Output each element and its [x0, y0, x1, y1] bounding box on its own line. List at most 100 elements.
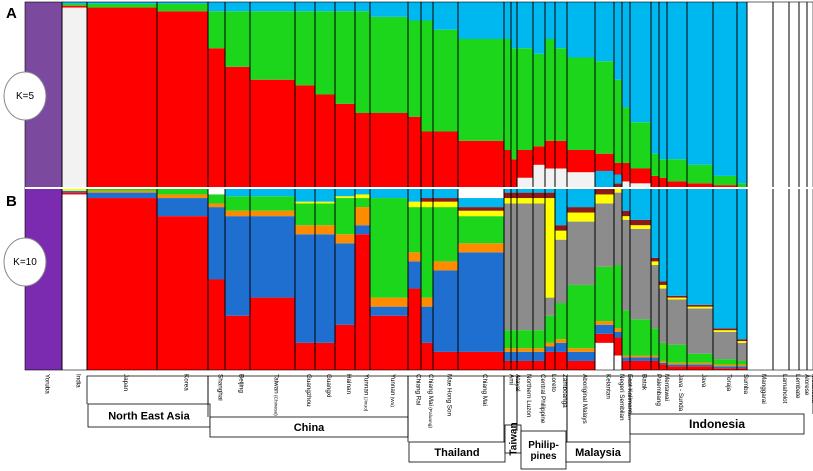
ancestry-segment-a-23-3 [595, 61, 615, 154]
population-label: Beijing [238, 374, 245, 393]
ancestry-segment-b-16-6 [504, 203, 512, 331]
ancestry-segment-b-12-3 [408, 261, 422, 289]
ancestry-segment-b-18-8 [517, 192, 534, 199]
ancestry-segment-a-2-4 [87, 2, 158, 4]
ancestry-segment-a-26-2 [630, 168, 652, 184]
ancestry-segment-b-29-6 [667, 299, 688, 345]
ancestry-segment-b-24-5 [614, 265, 623, 329]
ancestry-segment-b-31-4 [713, 364, 738, 367]
ancestry-segment-a-1-4 [62, 2, 88, 4]
ancestry-segment-a-24-2 [614, 162, 623, 178]
population-label: Lamaholot [781, 374, 788, 404]
ancestry-segment-a-26-1 [630, 183, 652, 187]
ancestry-segment-b-15-4 [458, 243, 505, 253]
ancestry-segment-b-27-9 [651, 189, 660, 258]
population-label: Java [700, 374, 707, 388]
ancestry-segment-b-9-7 [335, 196, 356, 199]
ancestry-segment-b-17-2 [511, 360, 518, 370]
ancestry-segment-b-20-6 [545, 297, 556, 316]
population-label: Mae Hong Son [446, 374, 453, 417]
ancestry-segment-b-26-7 [630, 225, 652, 229]
population-label: Zamboanga [561, 374, 568, 408]
ancestry-segment-b-3-2 [157, 216, 209, 370]
ancestry-segment-b-20-5 [545, 315, 556, 343]
ancestry-segment-b-7-9 [295, 189, 316, 202]
ancestry-segment-a-10-4 [355, 2, 371, 12]
ancestry-segment-a-23-2 [595, 153, 615, 173]
ancestry-segment-b-7-4 [295, 225, 316, 235]
ancestry-segment-b-24-3 [614, 331, 623, 338]
ancestry-segment-b-16-2 [504, 360, 512, 370]
ancestry-segment-a-29-4 [667, 2, 688, 160]
ancestry-segment-a-29-3 [667, 159, 688, 182]
ancestry-segment-a-31-3 [713, 175, 738, 186]
population-label: Toraja [725, 374, 732, 392]
ancestry-segment-a-13-2 [421, 131, 434, 187]
ancestry-segment-b-28-5 [659, 342, 668, 361]
ancestry-segment-b-31-5 [713, 359, 738, 365]
ancestry-segment-a-21-3 [555, 48, 568, 141]
ancestry-segment-b-11-5 [370, 198, 409, 298]
ancestry-segment-b-22-4 [567, 348, 596, 352]
ancestry-segment-a-20-4 [545, 2, 556, 39]
k5-badge: K=5 [3, 71, 47, 121]
ancestry-segment-b-32-2 [737, 368, 748, 370]
ancestry-segment-b-25-8 [622, 210, 631, 217]
ancestry-segment-a-25-4 [622, 2, 631, 108]
ancestry-segment-a-19-4 [533, 2, 546, 54]
ancestry-segment-b-11-2 [370, 315, 409, 370]
ancestry-segment-b-10-9 [355, 189, 371, 195]
population-label: Mentawai [663, 374, 670, 401]
ancestry-segment-b-11-3 [370, 306, 409, 316]
ancestry-segment-a-17-2 [511, 159, 518, 187]
ancestry-segment-a-2-3 [87, 3, 158, 8]
population-label: Palembang [655, 374, 662, 406]
ancestry-segment-b-15-8 [458, 207, 505, 211]
ancestry-segment-b-18-4 [517, 348, 534, 352]
ancestry-segment-b-19-6 [533, 203, 546, 331]
ancestry-segment-b-27-3 [651, 357, 660, 361]
population-label: East Kalimantan [626, 374, 633, 420]
ancestry-segment-a-31-2 [713, 185, 738, 187]
ancestry-segment-b-30-7 [687, 306, 714, 309]
ancestry-segment-a-27-4 [651, 2, 660, 154]
region-label: Taiwan [509, 422, 520, 455]
ancestry-segment-a-25-2 [622, 162, 631, 182]
ancestry-segment-a-17-3 [511, 48, 518, 160]
ancestry-segment-b-15-2 [458, 351, 505, 370]
population-label: Lembate [794, 374, 801, 399]
ancestry-segment-a-25-3 [622, 107, 631, 163]
plot-frame [24, 1, 813, 371]
ancestry-segment-b-18-3 [517, 351, 534, 361]
ancestry-segment-b-8-5 [315, 203, 336, 226]
ancestry-segment-b-29-5 [667, 344, 688, 363]
population-label: Atayal [514, 374, 521, 392]
ancestry-segment-b-22-8 [567, 207, 596, 213]
ancestry-segment-a-5-3 [225, 11, 251, 67]
ancestry-segment-b-4-3 [208, 207, 226, 280]
ancestry-segment-b-17-6 [511, 203, 518, 331]
ancestry-segment-a-2-2 [87, 7, 158, 187]
ancestry-segment-b-15-7 [458, 210, 505, 217]
ancestry-segment-b-1-2 [62, 192, 88, 195]
ancestry-segment-b-13-9 [421, 189, 434, 199]
ancestry-segment-a-8-2 [315, 94, 336, 187]
ancestry-segment-b-9-5 [335, 198, 356, 235]
ancestry-segment-a-13-3 [421, 20, 434, 132]
ancestry-segment-b-29-7 [667, 297, 688, 300]
ancestry-segment-b-23-5 [595, 266, 615, 322]
ancestry-segment-a-26-3 [630, 122, 652, 169]
panel-letter-b: B [6, 193, 17, 210]
ancestry-segment-b-25-5 [622, 310, 631, 356]
ancestry-segment-a-3-2 [157, 11, 209, 187]
ancestry-segment-b-17-8 [511, 192, 518, 199]
k10-badge: K=10 [3, 237, 47, 287]
ancestry-segment-b-9-2 [335, 324, 356, 370]
ancestry-segment-b-18-5 [517, 330, 534, 349]
ancestry-segment-a-9-3 [335, 11, 356, 104]
ancestry-segment-b-15-5 [458, 216, 505, 244]
region-label: China [294, 422, 325, 434]
ancestry-segment-b-14-2 [433, 351, 459, 370]
ancestry-segment-a-24-4 [614, 2, 623, 80]
ancestry-segment-b-14-3 [433, 270, 459, 352]
